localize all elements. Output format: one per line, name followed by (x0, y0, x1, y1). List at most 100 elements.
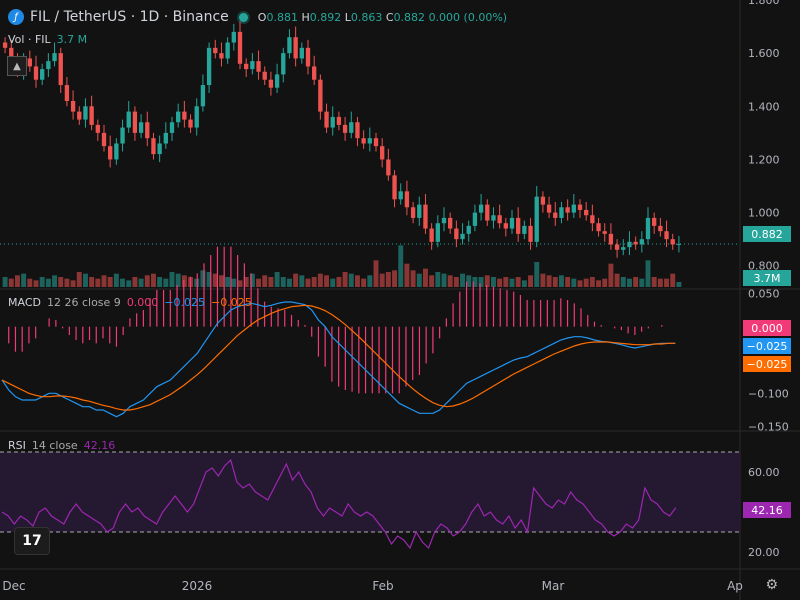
candle-body (540, 196, 546, 205)
candle-body (349, 122, 354, 133)
time-tick-label: Ap (727, 579, 743, 593)
volume-bar (249, 273, 255, 287)
candle-body (361, 138, 366, 144)
candle-body (262, 71, 267, 80)
candle-body (491, 215, 496, 221)
volume-bar (218, 275, 224, 287)
symbol-legend[interactable]: ƒ FIL / TetherUS · 1D · Binance O0.881 H… (8, 7, 507, 27)
candle-body (9, 47, 14, 64)
candle-body (169, 122, 175, 133)
candle-body (398, 191, 403, 200)
candle-body (522, 225, 527, 234)
volume-bar (509, 278, 515, 287)
volume-badge: 3.7M (743, 270, 791, 286)
candle-body (614, 244, 620, 250)
chevron-up-icon: ▲ (13, 60, 21, 72)
candle-body (293, 37, 298, 59)
candle-body (627, 241, 632, 248)
low-label: L (344, 10, 351, 24)
candle-body (33, 66, 39, 80)
candle-body (454, 228, 459, 240)
candle-body (151, 138, 156, 155)
candle-body (206, 47, 212, 86)
rsi-label: RSI (8, 439, 26, 452)
candle-body (200, 85, 206, 107)
volume-bar (163, 278, 169, 287)
candle-body (138, 122, 144, 133)
rsi-legend[interactable]: RSI 14 close 42.16 (8, 439, 115, 452)
volume-bar (27, 278, 33, 287)
volume-bar (392, 270, 398, 287)
volume-value: 3.7 M (56, 33, 88, 46)
candle-body (676, 243, 682, 245)
candle-body (596, 223, 601, 232)
volume-bar (608, 263, 614, 287)
candle-body (244, 63, 249, 70)
volume-bar (169, 272, 175, 287)
candle-body (584, 209, 589, 216)
price-tick-label: 1.000 (748, 207, 780, 220)
macd-label: MACD (8, 296, 41, 309)
volume-bar (484, 275, 490, 287)
indicator-lines (1, 301, 677, 550)
signal-line (1, 304, 676, 411)
candle-body (577, 204, 583, 210)
volume-legend[interactable]: Vol · FIL 3.7 M (8, 33, 87, 46)
candle-body (324, 111, 329, 128)
volume-bar (299, 275, 305, 287)
candle-body (64, 85, 70, 101)
candle-body (126, 111, 131, 128)
volume-bar (633, 277, 639, 287)
volume-bar (286, 278, 292, 287)
volume-bar (120, 278, 126, 287)
candle-body (114, 143, 119, 160)
candle-body (120, 127, 125, 144)
volume-bar (614, 273, 620, 287)
candle-body (287, 37, 292, 54)
candle-body (163, 132, 168, 144)
gear-icon[interactable]: ⚙ (765, 577, 778, 593)
volume-bar (447, 275, 453, 287)
volume-bar (596, 280, 602, 287)
volume-bar (528, 275, 534, 287)
volume-bar (45, 278, 51, 287)
time-tick-label: Feb (372, 579, 393, 593)
volume-bar (664, 278, 670, 287)
volume-bar (515, 277, 521, 287)
macd-tick-label: 0.050 (748, 287, 780, 300)
macd-line-badge: −0.025 (743, 338, 791, 354)
tradingview-logo-icon[interactable]: 17 (14, 527, 50, 555)
candle-body (132, 111, 138, 133)
volume-bar (175, 273, 181, 287)
volume-bar (398, 245, 404, 287)
volume-bar (342, 272, 348, 287)
macd-histogram (8, 246, 663, 394)
volume-bar (546, 275, 552, 287)
candle-body (639, 239, 644, 245)
volume-bar (330, 278, 336, 287)
candle-body (52, 53, 57, 62)
volume-bar (416, 273, 422, 287)
volume-bar (385, 272, 391, 287)
rsi-value: 42.16 (83, 439, 116, 452)
candle-body (608, 233, 614, 245)
volume-bar (280, 277, 286, 287)
volume-bar (589, 277, 595, 287)
macd-legend[interactable]: MACD 12 26 close 9 0.000 −0.025 −0.025 (8, 296, 252, 309)
open-label: O (257, 10, 267, 24)
candle-body (472, 212, 478, 226)
candle-body (565, 207, 570, 213)
close-value: 0.882 (393, 10, 426, 24)
candle-body (410, 207, 416, 218)
volume-bar (429, 275, 435, 287)
rsi-badge: 42.16 (743, 502, 791, 518)
candle-body (670, 239, 675, 245)
volume-bar (206, 272, 212, 287)
time-tick-label: 2026 (182, 579, 213, 593)
candle-body (435, 223, 440, 242)
volume-bar (466, 275, 472, 287)
candle-body (429, 228, 434, 242)
price-tick-label: 1.800 (748, 0, 780, 7)
collapse-legend-button[interactable]: ▲ (7, 56, 27, 76)
